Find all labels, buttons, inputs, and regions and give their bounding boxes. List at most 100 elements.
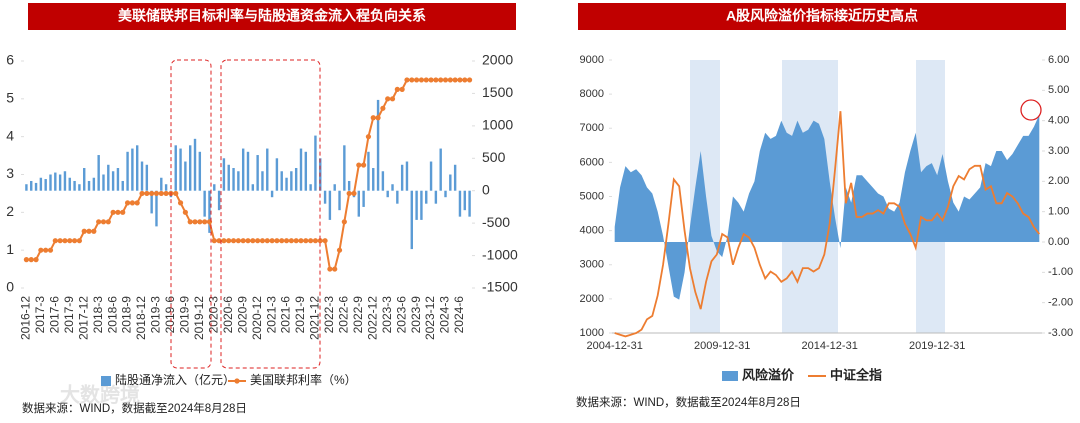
line-marker <box>28 257 34 263</box>
bar <box>39 177 43 191</box>
line-marker <box>423 77 429 83</box>
y2-tick-label: -1000 <box>482 246 518 262</box>
bar <box>468 190 471 217</box>
y2-tick-label: 3.00 <box>1048 145 1069 157</box>
bar <box>444 190 447 198</box>
line-marker <box>375 115 381 121</box>
chart-title: A股风险溢价指标接近历史高点 <box>726 8 918 24</box>
line-marker <box>43 247 49 253</box>
line-marker <box>414 77 420 83</box>
x-tick-label: 2004-12-31 <box>587 340 643 352</box>
line-marker <box>404 77 410 83</box>
y2-tick-label: 0 <box>482 181 490 197</box>
line-marker <box>332 266 338 272</box>
line-marker <box>336 247 343 253</box>
bar <box>294 168 298 191</box>
x-tick-label: 2022-9 <box>351 296 365 334</box>
line-marker <box>197 219 203 225</box>
bar <box>121 180 124 191</box>
bar <box>83 168 86 191</box>
y2-tick-label: 500 <box>482 149 506 165</box>
bar <box>280 171 283 191</box>
bar <box>463 190 466 211</box>
y2-tick-label: 1.00 <box>1048 206 1069 218</box>
bar <box>391 184 394 191</box>
x-tick-label: 2023-6 <box>394 296 408 334</box>
bar <box>299 148 303 191</box>
bar <box>87 180 91 191</box>
line-marker <box>457 77 463 83</box>
bar <box>420 190 423 220</box>
bar <box>376 99 380 191</box>
line-marker <box>245 238 251 244</box>
source-note: 数据来源：WIND，数据截至2024年8月28日 <box>576 395 801 409</box>
line-marker <box>279 238 285 244</box>
source-note: 数据来源：WIND，数据截至2024年8月28日 <box>22 401 247 415</box>
bar <box>458 190 462 217</box>
bar <box>449 174 452 191</box>
bar <box>155 190 158 227</box>
y2-tick-label: -3.00 <box>1048 327 1073 339</box>
line-marker <box>356 162 362 168</box>
bar <box>405 161 409 191</box>
bar <box>241 148 245 191</box>
y-tick-label: 8000 <box>580 88 604 100</box>
bar <box>415 190 418 220</box>
line-marker <box>365 134 372 140</box>
y-tick-label: 5000 <box>580 190 604 202</box>
bar <box>425 190 428 204</box>
line-marker <box>129 200 135 206</box>
line-marker <box>308 238 314 244</box>
line-marker <box>428 77 434 83</box>
bar <box>304 151 308 191</box>
y2-tick-label: 2000 <box>482 52 513 68</box>
area <box>614 114 1040 300</box>
bar <box>439 148 442 191</box>
line-marker <box>346 190 352 197</box>
bar <box>362 190 365 207</box>
line-marker <box>81 228 87 234</box>
line-marker <box>394 86 400 92</box>
bar <box>372 168 375 191</box>
line-marker <box>361 162 367 168</box>
line-marker <box>438 77 444 83</box>
line-marker <box>52 238 58 244</box>
line-marker <box>370 115 376 121</box>
bar <box>251 184 255 191</box>
line-marker <box>202 219 208 225</box>
line-marker <box>442 77 449 83</box>
bar <box>381 171 385 191</box>
line-marker <box>221 238 227 244</box>
line-marker <box>226 238 232 244</box>
line-marker <box>230 238 237 244</box>
line-marker <box>293 238 299 244</box>
x-tick-label: 2018-9 <box>120 296 134 334</box>
bar <box>193 138 197 191</box>
title-bar <box>578 3 1066 30</box>
line-marker <box>182 209 188 215</box>
line-marker <box>466 77 473 83</box>
line-marker <box>71 238 78 244</box>
line-marker <box>312 238 319 244</box>
bar <box>131 148 134 191</box>
x-tick-label: 2009-12-31 <box>694 340 750 352</box>
line-marker <box>192 219 198 225</box>
bar <box>54 172 57 191</box>
x-tick-label: 2023-3 <box>380 296 394 334</box>
x-tick-label: 2021-6 <box>279 296 293 334</box>
y2-tick-label: 5.00 <box>1048 84 1069 96</box>
line-marker <box>173 190 179 197</box>
line-marker <box>110 209 116 215</box>
line-marker <box>76 238 82 244</box>
line-marker <box>389 96 396 102</box>
x-tick-label: 2019-3 <box>149 296 163 334</box>
legend-label: 中证全指 <box>830 367 882 382</box>
line-marker <box>235 238 241 244</box>
y-tick-label: 2000 <box>580 293 604 305</box>
bar <box>164 184 168 191</box>
watermark: 大数跨境 <box>60 382 140 406</box>
bar <box>116 168 120 191</box>
y-tick-label: 5 <box>6 90 14 106</box>
line-marker <box>351 190 357 197</box>
bar <box>188 145 192 191</box>
